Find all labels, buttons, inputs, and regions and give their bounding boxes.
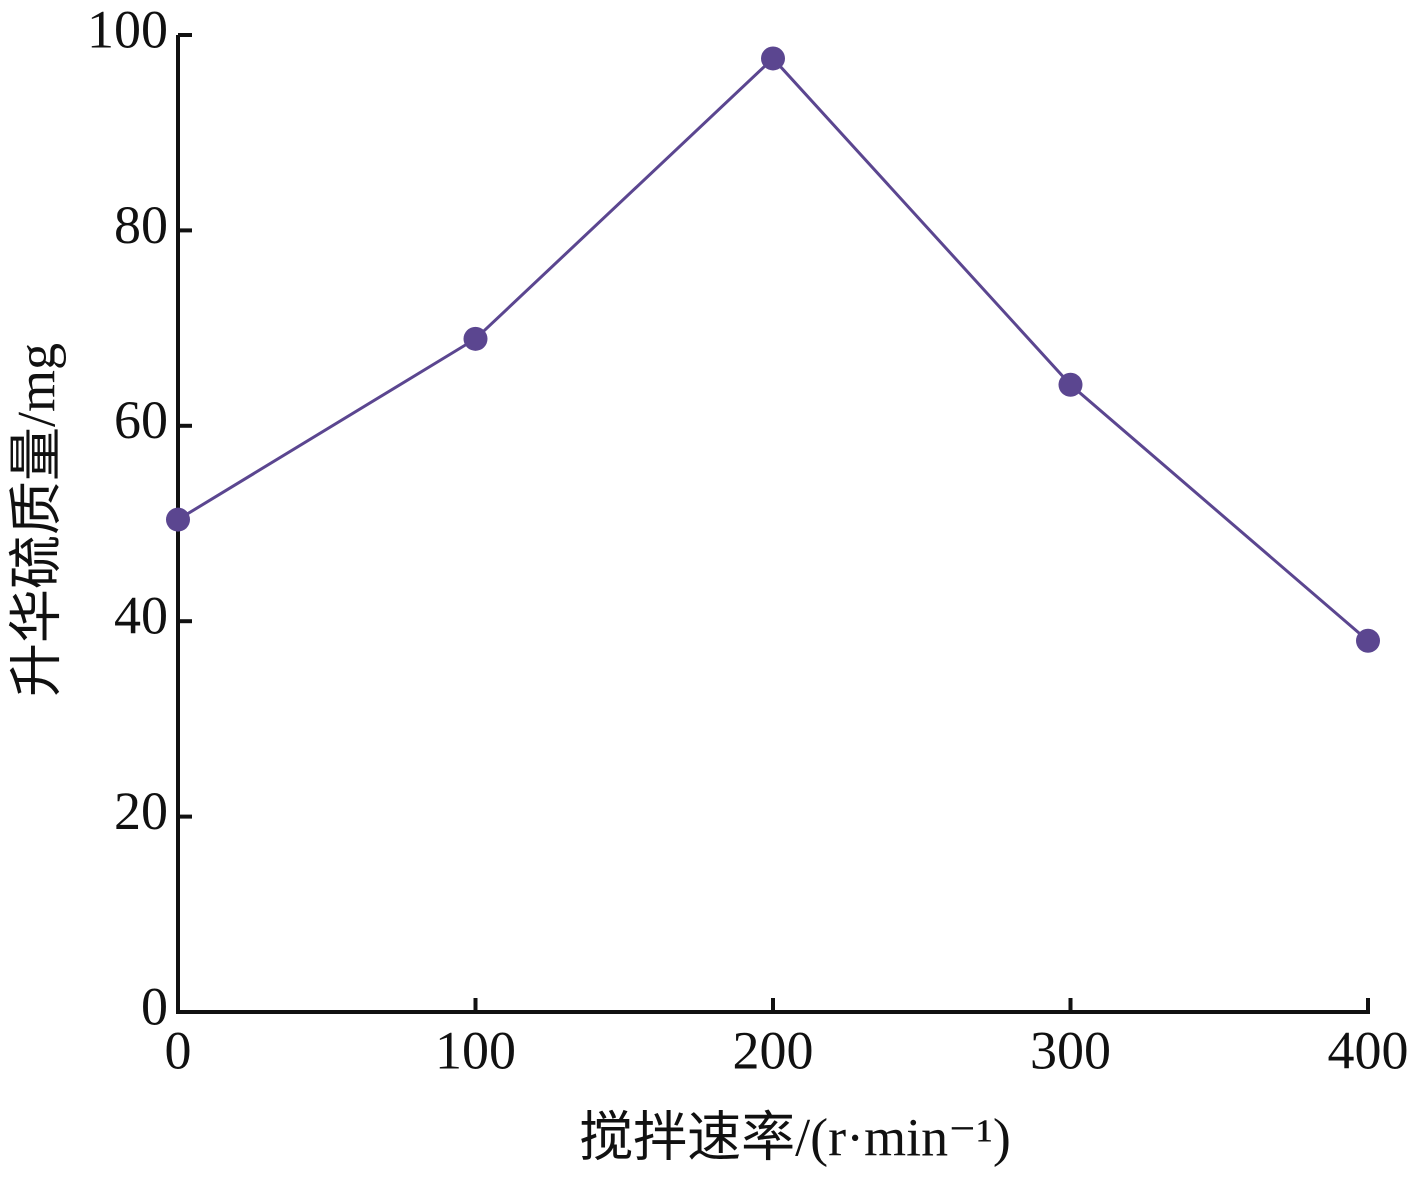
y-tick-label: 100	[87, 0, 168, 59]
data-point	[463, 326, 488, 351]
data-point	[166, 507, 190, 532]
y-tick-label: 20	[114, 781, 168, 841]
x-tick-label: 100	[435, 1020, 516, 1080]
data-point	[1356, 628, 1380, 653]
y-tick-label: 60	[114, 390, 168, 450]
x-axis-title: 搅拌速率/(r·min⁻¹)	[579, 1107, 1011, 1167]
x-tick-label: 400	[1328, 1020, 1409, 1080]
y-axis-title: 升华硫质量/mg	[6, 343, 66, 697]
y-tick-label: 0	[141, 976, 168, 1036]
data-line	[177, 56, 1369, 642]
x-tick-label: 200	[733, 1020, 814, 1080]
data-point	[761, 46, 785, 71]
y-tick-label: 40	[114, 586, 168, 646]
data-point	[1058, 372, 1083, 397]
x-tick-label: 0	[165, 1020, 192, 1080]
y-tick-label: 80	[114, 195, 168, 255]
x-tick-label: 300	[1030, 1020, 1111, 1080]
